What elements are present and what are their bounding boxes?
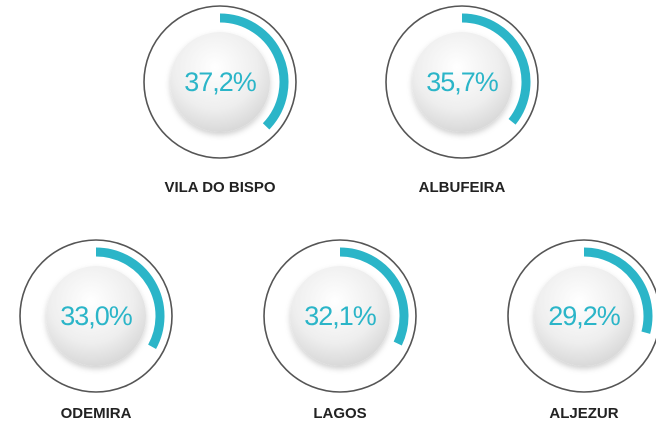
value-label: 37,2% — [184, 67, 257, 97]
category-label: VILA DO BISPO — [164, 179, 275, 196]
category-label: LAGOS — [313, 405, 366, 422]
gauge-disc — [534, 266, 634, 366]
value-label: 29,2% — [548, 301, 621, 331]
gauge-disc — [412, 32, 512, 132]
gauge-arc — [339, 247, 409, 346]
value-label: 35,7% — [426, 67, 499, 97]
gauge-arc — [583, 247, 653, 334]
value-label: 33,0% — [60, 301, 133, 331]
gauge-arc — [461, 13, 531, 125]
category-label: ALBUFEIRA — [419, 179, 506, 196]
gauge-disc — [170, 32, 270, 132]
gauge-disc — [46, 266, 146, 366]
category-label: ODEMIRA — [61, 405, 132, 422]
gauge-arc — [219, 13, 289, 130]
value-label: 32,1% — [304, 301, 377, 331]
gauge-disc — [290, 266, 390, 366]
category-label: ALJEZUR — [549, 405, 618, 422]
gauge-arc — [95, 247, 165, 349]
